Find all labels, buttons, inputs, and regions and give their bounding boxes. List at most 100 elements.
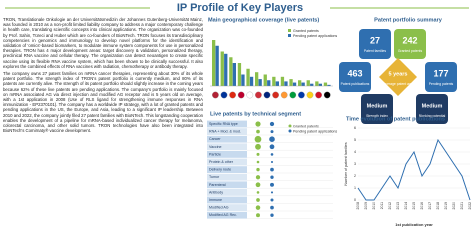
row-label: Antibody	[209, 190, 223, 194]
y-tick-label: 1	[354, 186, 356, 190]
summary-value: Medium	[367, 103, 388, 109]
row-label-cell	[207, 143, 247, 151]
x-tick-label: 2011	[380, 202, 384, 209]
x-tick-label: 2014	[404, 202, 408, 210]
bar	[232, 63, 236, 86]
flag-icon	[323, 91, 331, 99]
bubble	[270, 182, 274, 187]
bar	[258, 79, 262, 86]
bubble	[255, 182, 261, 188]
bubble	[270, 175, 274, 179]
x-tick-label: 2022	[468, 202, 472, 210]
summary-tile	[394, 29, 426, 59]
bar	[249, 76, 254, 86]
row-label: Cancer	[209, 137, 221, 141]
bar	[224, 53, 228, 86]
flag-icon	[255, 91, 262, 99]
bubble	[256, 129, 260, 134]
bubble	[256, 191, 260, 194]
summary-tile	[416, 94, 448, 124]
summary-label: Strength index	[366, 114, 388, 118]
row-label: Particle	[209, 152, 221, 156]
bar	[246, 68, 250, 86]
bubble	[269, 144, 275, 150]
bubble	[255, 175, 261, 180]
row-label: Modified AG	[209, 206, 229, 210]
bubble	[256, 167, 260, 172]
bar	[215, 45, 219, 86]
bar	[284, 81, 288, 86]
graphics: IP Profile of Key Players Main geographi…	[5, 2, 472, 227]
bar	[306, 80, 310, 86]
row-label-cell	[207, 135, 247, 143]
bubble	[254, 135, 262, 143]
summary-tile	[361, 94, 393, 124]
bubble	[270, 191, 274, 194]
row-label: Parenteral	[209, 183, 226, 187]
bubble	[270, 153, 274, 156]
flag-icon	[280, 91, 288, 99]
legend-label: Granted patents	[293, 124, 319, 128]
bubble	[270, 160, 274, 164]
bar	[229, 57, 233, 86]
x-tick-label: 2020	[452, 202, 456, 210]
row-label-cell	[207, 189, 247, 196]
axis-title: Number of patent families	[344, 142, 348, 185]
y-tick-label: 5	[354, 138, 356, 142]
row-label-cell	[207, 196, 247, 204]
y-tick-label: 2	[354, 174, 356, 178]
flag-icon	[306, 91, 314, 99]
summary-label: Blocking potential	[419, 114, 446, 118]
flag-icon	[220, 91, 228, 99]
flag-icon	[272, 91, 279, 99]
page: {"header": {"title": "IP Profile of Key …	[3, 1, 472, 228]
bubble	[256, 198, 260, 202]
bar	[315, 81, 319, 86]
legend-label: Pending patent applications	[293, 129, 337, 133]
y-tick-label: 3	[354, 162, 356, 166]
bar	[298, 80, 302, 86]
bar	[255, 72, 259, 86]
legend-label: Pending patent applications	[293, 34, 337, 38]
flag-icon	[237, 91, 245, 99]
bubble	[270, 205, 274, 210]
bubble	[255, 121, 261, 127]
section-title: Live patents by technical segment	[210, 111, 301, 117]
summary-label: Pending patents	[429, 82, 454, 86]
section-title: Patent portfolio summary	[374, 17, 443, 23]
row-label-cell	[207, 120, 247, 128]
summary-value: 27	[370, 35, 380, 45]
flag-icon	[229, 91, 236, 99]
flag-icon	[298, 91, 305, 99]
summary-value: 177	[433, 68, 448, 78]
bubble	[255, 205, 261, 210]
summary-tile	[339, 62, 371, 92]
page-title: IP Profile of Key Players	[177, 2, 303, 14]
line-series	[357, 138, 471, 201]
bubble	[270, 198, 274, 202]
flag-icon	[212, 91, 219, 99]
summary-label: Granted patents	[398, 49, 423, 53]
bubble	[256, 152, 260, 156]
summary-tile	[379, 58, 417, 96]
x-tick-label: 2016	[420, 202, 424, 210]
legend-label: Granted patents	[293, 29, 319, 33]
summary-value: 5 years	[389, 71, 408, 77]
x-tick-label: 2010	[372, 202, 376, 210]
summary-label: Patent families	[364, 49, 387, 53]
row-label: Immune	[209, 198, 222, 202]
flag-icon	[289, 91, 297, 99]
legend-swatch	[288, 129, 292, 133]
x-tick-label: 2021	[460, 202, 464, 210]
summary-value: Medium	[422, 103, 443, 109]
bubble	[270, 167, 274, 172]
bar	[323, 82, 328, 86]
axis-title: 1st publication year	[395, 222, 433, 227]
bar	[280, 76, 285, 86]
summary-tile	[425, 62, 457, 92]
x-tick-label: 2019	[444, 202, 448, 210]
bar	[241, 74, 245, 86]
bubble	[269, 121, 275, 127]
x-tick-label: 2013	[396, 202, 400, 210]
bar	[327, 84, 331, 86]
